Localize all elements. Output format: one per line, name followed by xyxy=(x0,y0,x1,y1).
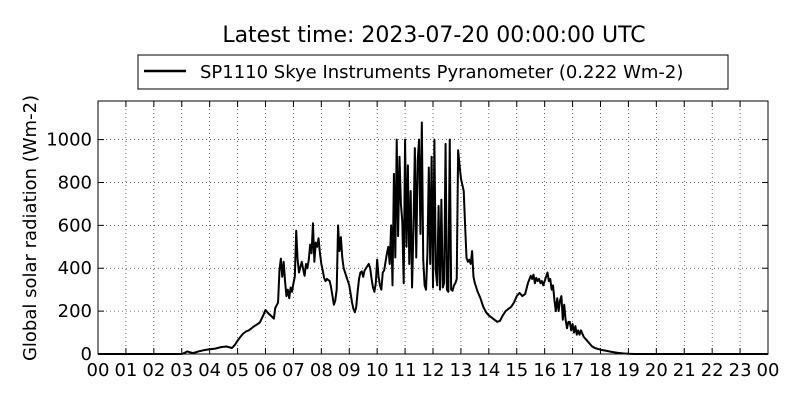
x-tick-label: 22 xyxy=(701,360,724,381)
x-tick-label: 03 xyxy=(170,360,193,381)
y-tick-label: 0 xyxy=(81,344,92,365)
x-tick-label: 02 xyxy=(142,360,165,381)
x-tick-label: 11 xyxy=(394,360,417,381)
x-tick-label: 01 xyxy=(114,360,137,381)
y-tick-label: 800 xyxy=(58,172,92,193)
x-tick-label: 21 xyxy=(673,360,696,381)
y-tick-label: 600 xyxy=(58,215,92,236)
x-tick-label: 00 xyxy=(87,360,110,381)
chart-title: Latest time: 2023-07-20 00:00:00 UTC xyxy=(222,23,645,48)
x-tick-label: 06 xyxy=(254,360,277,381)
y-tick-label: 400 xyxy=(58,258,92,279)
x-tick-label: 17 xyxy=(561,360,584,381)
series-line xyxy=(98,121,768,355)
y-tick-label: 200 xyxy=(58,301,92,322)
x-axis: 00 01 02 03 04 05 06 07 08 09 10 11 12 13 14 15 16 17 18 19… xyxy=(87,101,780,381)
y-axis-label: Global solar radiation (Wm-2) xyxy=(20,95,41,361)
x-tick-label: 00 xyxy=(757,360,780,381)
plot-frame xyxy=(97,100,769,355)
legend-label: SP1110 Skye Instruments Pyranometer (0.2… xyxy=(200,62,683,83)
x-tick-label: 14 xyxy=(477,360,500,381)
y-axis: 0 200 400 600 800 1000 xyxy=(46,130,768,365)
x-tick-label: 23 xyxy=(729,360,752,381)
x-tick-label: 10 xyxy=(366,360,389,381)
x-tick-label: 04 xyxy=(198,360,221,381)
x-tick-label: 19 xyxy=(617,360,640,381)
y-tick-label: 1000 xyxy=(46,130,92,151)
x-tick-label: 15 xyxy=(505,360,528,381)
x-tick-label: 09 xyxy=(338,360,361,381)
legend: SP1110 Skye Instruments Pyranometer (0.2… xyxy=(137,54,729,90)
x-tick-label: 08 xyxy=(310,360,333,381)
x-tick-label: 16 xyxy=(533,360,556,381)
x-tick-label: 18 xyxy=(589,360,612,381)
legend-box xyxy=(137,54,729,90)
x-tick-label: 07 xyxy=(282,360,305,381)
x-tick-label: 12 xyxy=(422,360,445,381)
x-tick-label: 13 xyxy=(449,360,472,381)
x-tick-label: 05 xyxy=(226,360,249,381)
x-tick-label: 20 xyxy=(645,360,668,381)
